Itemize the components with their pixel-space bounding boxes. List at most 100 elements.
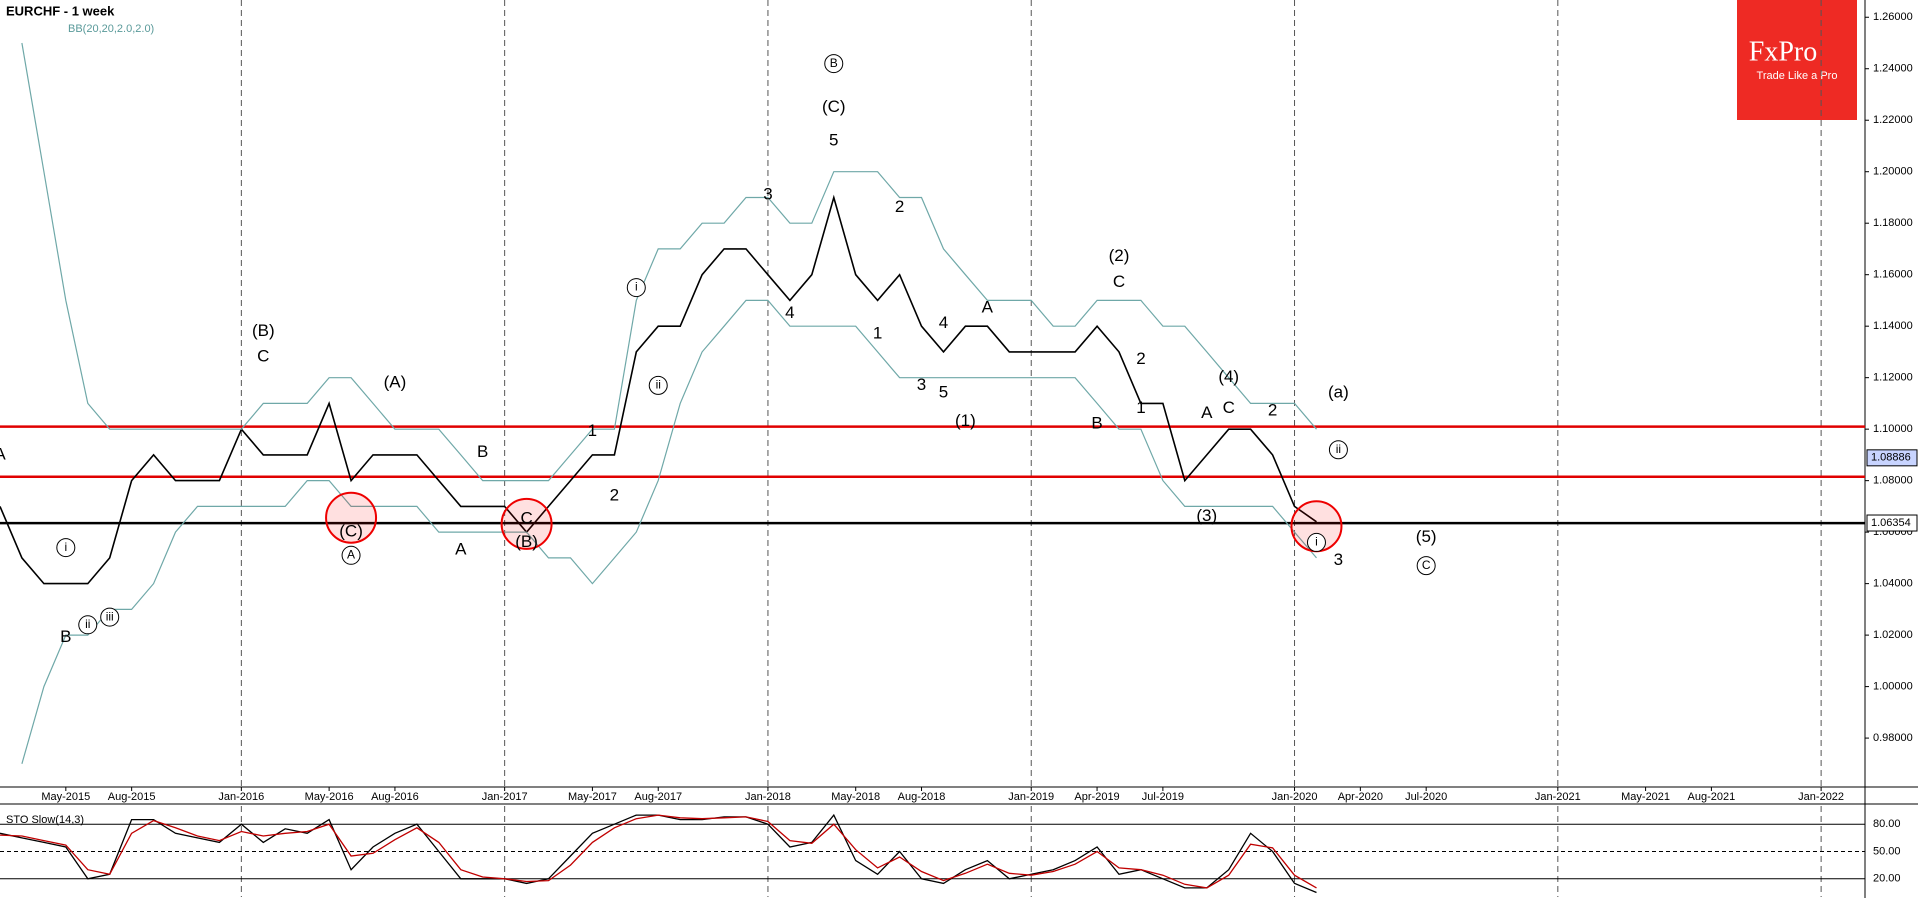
wave-label: 3 bbox=[1334, 550, 1343, 569]
price-badge-label: 1.06354 bbox=[1871, 517, 1911, 529]
wave-label: 2 bbox=[1268, 401, 1277, 420]
oscillator-title: STO Slow(14,3) bbox=[6, 814, 84, 826]
y-tick-label: 20.00 bbox=[1873, 873, 1901, 885]
band-line bbox=[21, 299, 1317, 764]
x-tick-label: Apr-2019 bbox=[1074, 791, 1119, 803]
wave-label: 3 bbox=[763, 184, 772, 203]
wave-label: 5 bbox=[939, 383, 948, 402]
indicator-label: BB(20,20,2.0,2.0) bbox=[68, 23, 154, 35]
wave-label: ii bbox=[85, 617, 90, 631]
y-tick-label: 1.22000 bbox=[1873, 114, 1913, 126]
y-tick-label: 1.16000 bbox=[1873, 269, 1913, 281]
wave-label: (A) bbox=[384, 372, 407, 391]
y-tick-label: 0.98000 bbox=[1873, 732, 1913, 744]
x-tick-label: Jul-2020 bbox=[1405, 791, 1447, 803]
wave-label: (B) bbox=[515, 532, 538, 551]
wave-label: 3 bbox=[917, 375, 926, 394]
y-tick-label: 1.12000 bbox=[1873, 372, 1913, 384]
wave-label: C bbox=[1422, 558, 1431, 572]
y-tick-label: 1.02000 bbox=[1873, 629, 1913, 641]
y-tick-label: 1.18000 bbox=[1873, 217, 1913, 229]
y-tick-label: 50.00 bbox=[1873, 845, 1901, 857]
wave-label: iii bbox=[106, 609, 114, 623]
x-tick-label: Aug-2015 bbox=[108, 791, 156, 803]
x-tick-label: Aug-2017 bbox=[634, 791, 682, 803]
wave-label: (C) bbox=[822, 97, 846, 116]
x-tick-label: May-2021 bbox=[1621, 791, 1670, 803]
wave-label: i bbox=[1315, 535, 1318, 549]
wave-label: C bbox=[1113, 272, 1125, 291]
y-tick-label: 1.00000 bbox=[1873, 681, 1913, 693]
price-badge bbox=[1866, 514, 1918, 532]
wave-label: 2 bbox=[895, 197, 904, 216]
x-tick-label: Aug-2018 bbox=[898, 791, 946, 803]
x-tick-label: Jan-2016 bbox=[218, 791, 264, 803]
wave-label: (5) bbox=[1416, 527, 1437, 546]
y-tick-label: 80.00 bbox=[1873, 818, 1901, 830]
wave-label: A bbox=[347, 547, 355, 561]
wave-label: C bbox=[520, 509, 532, 528]
annotation-circle bbox=[56, 538, 76, 558]
wave-label: B bbox=[1091, 413, 1102, 432]
x-tick-label: May-2016 bbox=[305, 791, 354, 803]
wave-label: 1 bbox=[1136, 398, 1145, 417]
wave-label: (2) bbox=[1109, 246, 1130, 265]
x-tick-label: Jan-2021 bbox=[1535, 791, 1581, 803]
wave-label: C bbox=[1223, 398, 1235, 417]
price-line bbox=[0, 194, 1317, 585]
oscillator-line bbox=[0, 814, 1317, 889]
x-tick-label: May-2018 bbox=[831, 791, 880, 803]
x-tick-label: Jan-2020 bbox=[1272, 791, 1318, 803]
annotation-circle bbox=[78, 615, 98, 635]
wave-label: A bbox=[1201, 403, 1213, 422]
price-badge bbox=[1866, 449, 1918, 467]
wave-label: (1) bbox=[955, 411, 976, 430]
x-tick-label: Jan-2018 bbox=[745, 791, 791, 803]
highlight-circle bbox=[325, 491, 378, 544]
y-tick-label: 1.20000 bbox=[1873, 166, 1913, 178]
x-tick-label: May-2015 bbox=[41, 791, 90, 803]
y-tick-label: 1.08000 bbox=[1873, 475, 1913, 487]
wave-label: (a) bbox=[1328, 383, 1349, 402]
wave-label: ii bbox=[1336, 442, 1341, 456]
y-tick-label: 1.04000 bbox=[1873, 578, 1913, 590]
wave-label: 4 bbox=[785, 303, 794, 322]
wave-label: A bbox=[455, 540, 467, 559]
wave-label: (B) bbox=[252, 321, 275, 340]
wave-label: A bbox=[982, 298, 994, 317]
annotation-circle bbox=[648, 375, 668, 395]
x-tick-label: Jan-2022 bbox=[1798, 791, 1844, 803]
wave-label: (3) bbox=[1196, 506, 1217, 525]
price-badge-label: 1.08886 bbox=[1871, 452, 1911, 464]
annotation-circle bbox=[1328, 440, 1348, 460]
x-tick-label: May-2017 bbox=[568, 791, 617, 803]
brand-logo bbox=[1737, 0, 1857, 120]
x-tick-label: Jan-2019 bbox=[1008, 791, 1054, 803]
brand-name: FxPro bbox=[1749, 36, 1817, 67]
wave-label: B bbox=[830, 56, 838, 70]
annotation-circle bbox=[100, 607, 120, 627]
y-tick-label: 1.10000 bbox=[1873, 423, 1913, 435]
x-tick-label: Apr-2020 bbox=[1338, 791, 1383, 803]
wave-label: B bbox=[477, 442, 488, 461]
wave-label: ii bbox=[656, 378, 661, 392]
x-tick-label: Jul-2019 bbox=[1142, 791, 1184, 803]
annotation-circle bbox=[1306, 532, 1326, 552]
wave-label: 4 bbox=[939, 313, 948, 332]
annotation-circle bbox=[626, 278, 646, 298]
x-tick-label: Aug-2016 bbox=[371, 791, 419, 803]
annotation-circle bbox=[824, 54, 844, 74]
wave-label: 1 bbox=[873, 323, 882, 342]
annotation-circle bbox=[1416, 556, 1436, 576]
wave-label: i bbox=[635, 280, 638, 294]
y-tick-label: 1.14000 bbox=[1873, 320, 1913, 332]
x-tick-label: Aug-2021 bbox=[1688, 791, 1736, 803]
band-line bbox=[21, 42, 1317, 482]
wave-label: 1 bbox=[588, 421, 597, 440]
wave-label: (4) bbox=[1218, 367, 1239, 386]
y-tick-label: 1.26000 bbox=[1873, 11, 1913, 23]
wave-label: C bbox=[257, 347, 269, 366]
wave-label: 2 bbox=[610, 486, 619, 505]
